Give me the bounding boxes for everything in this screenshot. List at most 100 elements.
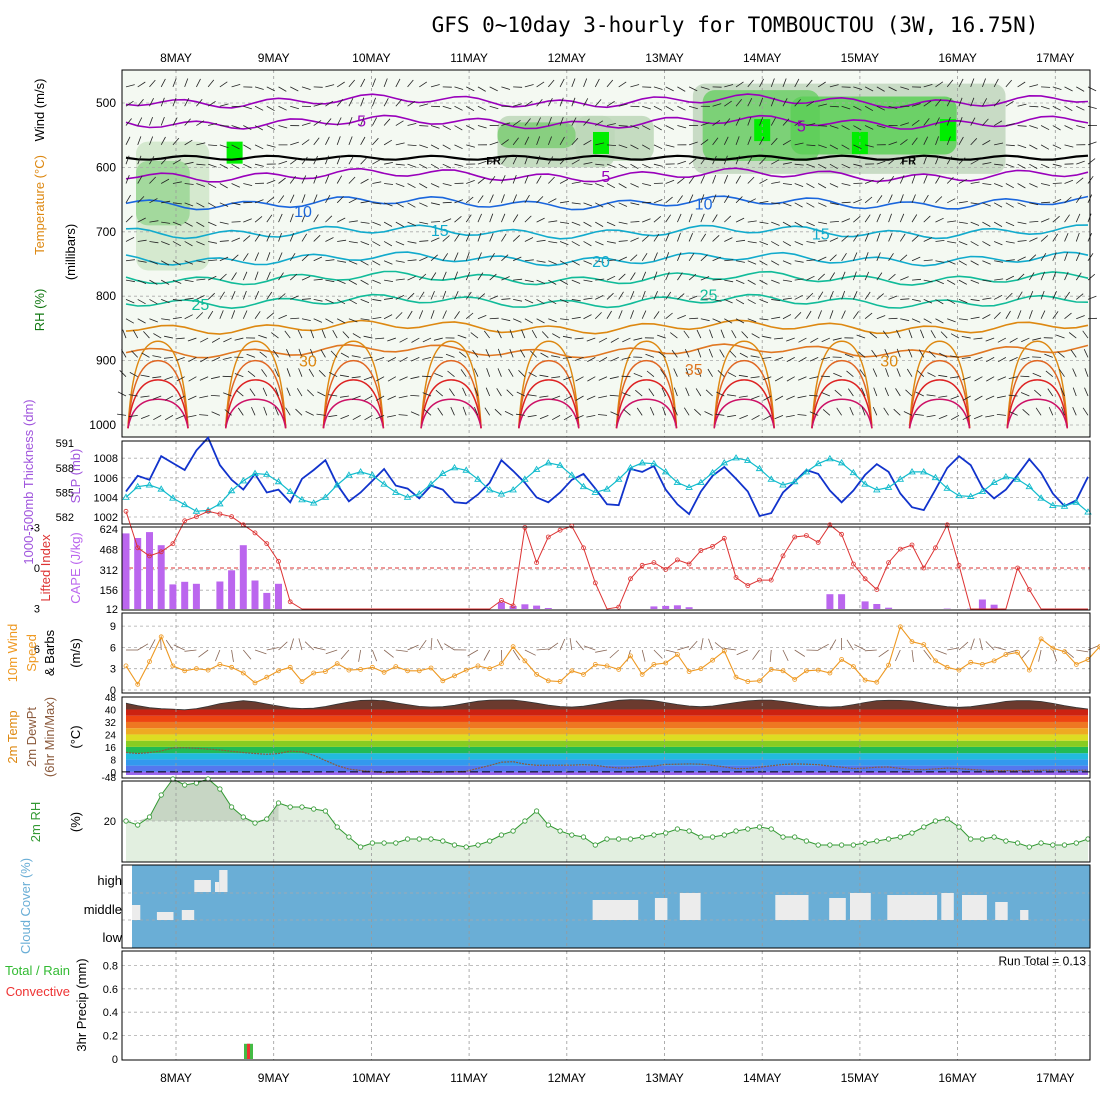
wind-barb (982, 118, 989, 126)
wind-barb (407, 241, 417, 244)
wind-barb (771, 316, 781, 320)
wind-barb (161, 318, 171, 321)
thickness-point (661, 468, 670, 475)
wind-barb-10m (752, 649, 760, 660)
wind-barb (872, 406, 878, 416)
wind-barb (1061, 406, 1065, 416)
wind-barb (735, 318, 745, 324)
wind-barb (152, 376, 162, 379)
rh2m-point (674, 826, 681, 832)
wind-barb (278, 252, 283, 261)
wind-barb (876, 160, 886, 165)
wind-barb (223, 392, 232, 397)
wind-barb (383, 139, 393, 146)
li-point (639, 562, 645, 568)
wind-barb (759, 279, 768, 285)
wind-barb (806, 123, 816, 126)
thickness-point (708, 468, 717, 476)
wind-barb (598, 395, 608, 399)
wind-barb (360, 97, 365, 107)
wind-barb (407, 292, 415, 300)
wind-barb (548, 299, 557, 305)
hot-contour (518, 379, 580, 429)
wind-tick-label: 3 (110, 664, 116, 676)
wind-barb-10m (677, 646, 690, 651)
wind-barb (895, 388, 901, 397)
wind-speed-point (1038, 636, 1044, 642)
wind-barb (462, 406, 467, 416)
wind-barb (705, 389, 713, 397)
wind-barb (301, 86, 311, 90)
wind-barb (642, 125, 651, 131)
slp-tick-label: 1008 (94, 453, 118, 465)
cape-bar (533, 605, 541, 609)
wind-barb (876, 195, 883, 204)
wind-barb (653, 86, 663, 90)
wind-barb (869, 332, 878, 339)
li-point (733, 575, 739, 580)
wind-barb (430, 163, 440, 170)
wind-barb (447, 370, 455, 378)
wind-barb (817, 183, 827, 189)
wind-barb (521, 329, 526, 339)
wind-barb (630, 144, 639, 150)
wind-barb (231, 290, 236, 300)
wind-barb (958, 299, 968, 304)
wind-barb (993, 221, 1003, 227)
wind-barb (454, 199, 464, 204)
wind-barb (1064, 252, 1068, 261)
wind-barb (794, 78, 800, 88)
wind-speed-point (804, 668, 809, 674)
wind-barb (1076, 105, 1085, 111)
wind-barb (973, 337, 983, 340)
precip-tick-label: 0.6 (103, 984, 118, 996)
wind-barb (501, 156, 508, 165)
wind-barb (313, 299, 323, 302)
thickness-point (356, 468, 365, 475)
li-point (757, 577, 762, 583)
wind-barb (759, 299, 769, 304)
rh2m-point (369, 840, 375, 846)
wind-speed-point (557, 679, 563, 684)
wind-barb (196, 120, 205, 126)
rh-shading (497, 122, 576, 149)
contour-label: 10 (695, 196, 713, 213)
thickness-point (544, 459, 553, 466)
rh2m-point (1050, 842, 1056, 848)
wind-barb (911, 155, 917, 165)
wind-barb (806, 163, 816, 168)
wind-barb (606, 202, 615, 208)
temp2m-axis-label: 2m Temp (5, 710, 20, 763)
li-point (252, 530, 258, 536)
hot-contour (811, 340, 873, 429)
wind-barb (1040, 218, 1050, 223)
wind-barb (673, 387, 678, 397)
wind-barb (137, 99, 144, 107)
wind-barb (395, 295, 405, 300)
wind-barb (497, 368, 502, 377)
wind-barb (806, 144, 816, 147)
wind-barb (821, 337, 831, 343)
wind-barb (653, 144, 663, 150)
wind-barb (571, 181, 581, 184)
wind-barb (606, 163, 616, 168)
wind-barb (806, 310, 812, 319)
wind-barb-10m (923, 649, 932, 660)
wind-barb (266, 180, 276, 184)
isotherm-line (125, 114, 1089, 130)
isotherm-line (125, 195, 1089, 211)
wind-barb (137, 318, 146, 324)
wind-barb (876, 177, 885, 184)
wind-barb (712, 256, 721, 262)
wind-barb (395, 78, 401, 88)
wind-barb (993, 241, 1003, 246)
li-point (651, 560, 657, 565)
wind-barb-10m (137, 643, 149, 651)
wind-barb (457, 334, 467, 339)
wind-barb (1064, 312, 1072, 320)
wind-barb (454, 215, 462, 223)
precip-tick-label: 0 (112, 1054, 118, 1066)
wind-barb (762, 376, 772, 381)
rh2m-point (123, 818, 129, 824)
wind-barb (606, 275, 616, 281)
